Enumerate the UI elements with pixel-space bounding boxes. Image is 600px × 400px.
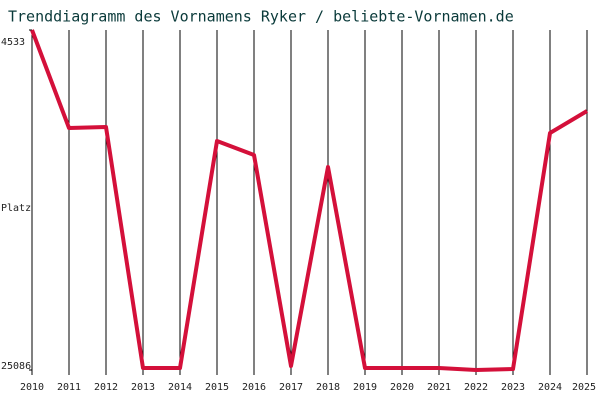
x-tick-label: 2024	[538, 382, 562, 393]
x-tick-label: 2022	[464, 382, 488, 393]
x-tick-label: 2016	[242, 382, 266, 393]
chart-title: Trenddiagramm des Vornamens Ryker / beli…	[8, 8, 514, 26]
x-tick-label: 2013	[131, 382, 155, 393]
x-tick-label: 2014	[168, 382, 192, 393]
x-tick-label: 2020	[390, 382, 414, 393]
x-tick-label: 2010	[20, 382, 44, 393]
x-tick-label: 2023	[501, 382, 525, 393]
x-tick-label: 2021	[427, 382, 451, 393]
x-tick-label: 2011	[57, 382, 81, 393]
y-tick-label: 4533	[1, 37, 25, 48]
y-tick-label: 25086	[1, 361, 31, 372]
y-axis-label: Platz	[1, 203, 31, 214]
x-tick-label: 2025	[572, 382, 596, 393]
x-tick-label: 2012	[94, 382, 118, 393]
x-tick-label: 2018	[316, 382, 340, 393]
x-tick-label: 2019	[353, 382, 377, 393]
series-line	[30, 29, 589, 372]
x-tick-label: 2015	[205, 382, 229, 393]
x-tick-label: 2017	[279, 382, 303, 393]
